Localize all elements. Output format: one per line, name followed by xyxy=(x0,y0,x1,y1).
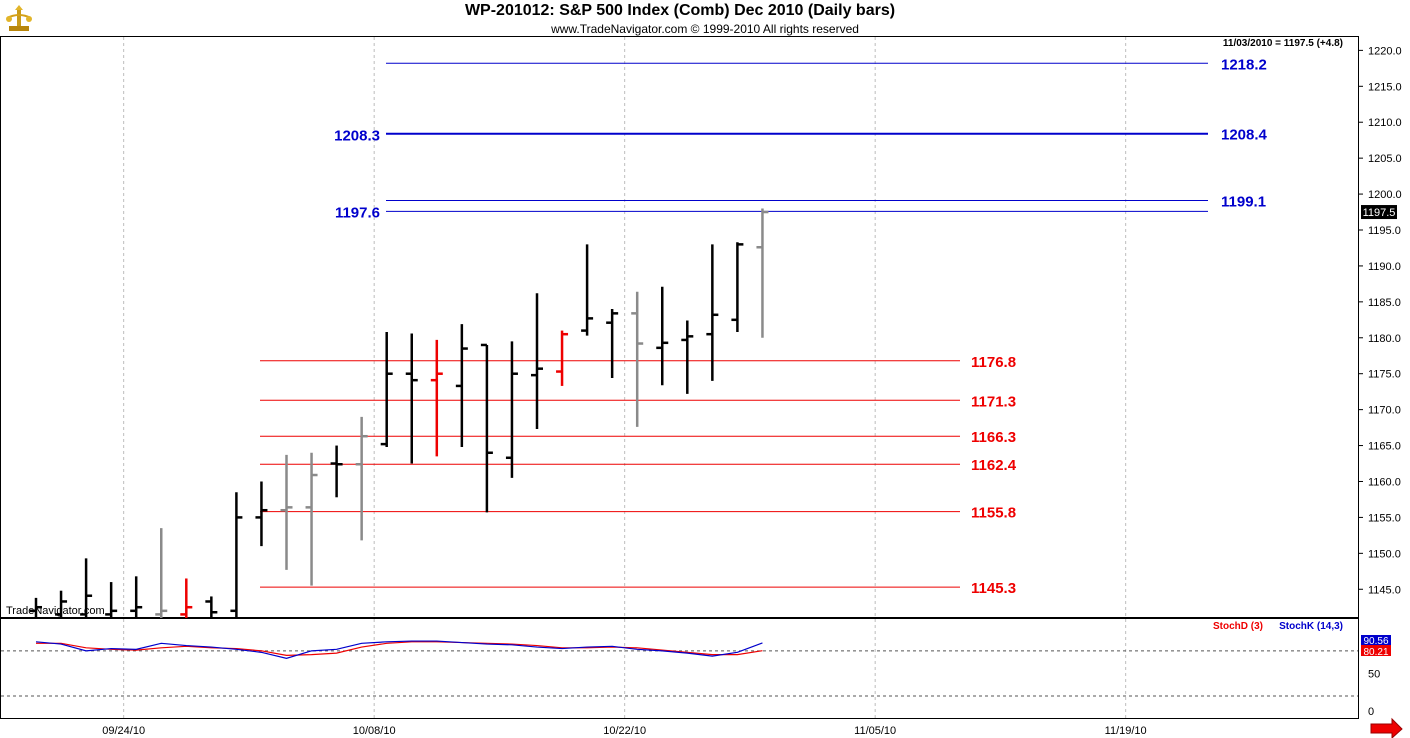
x-tick-label: 11/05/10 xyxy=(854,725,896,737)
stoch-y-tick-label: 0 xyxy=(1368,706,1374,718)
x-tick-label: 11/19/10 xyxy=(1105,725,1147,737)
ohlc-bar xyxy=(756,208,769,338)
blue-level-label: 1208.4 xyxy=(1221,127,1268,144)
red-level-label: 1162.4 xyxy=(971,457,1017,474)
ohlc-bar xyxy=(205,596,218,618)
price-panel-frame xyxy=(0,36,1359,618)
ohlc-bar xyxy=(55,590,68,618)
blue-level-label: 1218.2 xyxy=(1221,56,1267,73)
ohlc-bar xyxy=(430,339,443,457)
y-tick-label: 1220.0 xyxy=(1368,45,1402,57)
scroll-right-arrow-icon[interactable] xyxy=(1370,717,1403,738)
ohlc-bar xyxy=(255,481,268,547)
red-level-label: 1155.8 xyxy=(971,505,1016,522)
last-price-box xyxy=(1361,205,1397,220)
stoch-k-legend: StochK (14,3) xyxy=(1279,621,1343,632)
ohlc-bar xyxy=(531,293,543,430)
stoch-k-value-box xyxy=(1361,635,1391,645)
ohlc-bar xyxy=(631,291,644,427)
red-level-label: 1145.3 xyxy=(971,580,1016,597)
watermark: TradeNavigator.com xyxy=(6,605,105,617)
ohlc-bar xyxy=(280,454,293,570)
stoch-k-value: 90.56 xyxy=(1363,636,1388,647)
x-tick-label: 10/08/10 xyxy=(353,725,396,737)
red-level-label: 1171.3 xyxy=(971,393,1016,410)
blue-level-label: 1197.6 xyxy=(335,204,380,221)
ohlc-bar xyxy=(505,341,518,478)
y-tick-label: 1145.0 xyxy=(1368,584,1401,596)
stoch-d-legend: StochD (3) xyxy=(1213,621,1263,632)
stoch-d-value: 80.21 xyxy=(1363,647,1388,658)
y-tick-label: 1160.0 xyxy=(1368,476,1401,488)
y-tick-label: 1205.0 xyxy=(1368,153,1402,165)
ohlc-bar xyxy=(155,528,168,618)
y-tick-label: 1165.0 xyxy=(1368,441,1401,453)
y-tick-label: 1210.0 xyxy=(1368,117,1402,129)
ohlc-bar xyxy=(80,558,93,618)
ohlc-bar xyxy=(656,286,669,386)
y-tick-label: 1180.0 xyxy=(1368,333,1401,345)
y-tick-label: 1170.0 xyxy=(1368,405,1401,417)
ohlc-bar xyxy=(30,597,42,618)
y-tick-label: 1215.0 xyxy=(1368,81,1402,93)
last-price-info: 11/03/2010 = 1197.5 (+4.8) xyxy=(1223,38,1343,49)
y-tick-label: 1195.0 xyxy=(1368,225,1401,237)
copyright-line: www.TradeNavigator.com © 1999-2010 All r… xyxy=(551,22,859,36)
ohlc-bar xyxy=(230,492,243,618)
red-level-label: 1166.3 xyxy=(971,429,1016,446)
ohlc-bar xyxy=(681,320,694,394)
ohlc-bar xyxy=(556,330,569,386)
y-tick-label: 1185.0 xyxy=(1368,297,1401,309)
y-tick-label: 1200.0 xyxy=(1368,189,1402,201)
ohlc-bar xyxy=(706,244,719,381)
chart-title: WP-201012: S&P 500 Index (Comb) Dec 2010… xyxy=(464,2,896,19)
stoch-panel-frame xyxy=(0,618,1359,719)
ohlc-bar xyxy=(380,332,393,447)
ohlc-bar xyxy=(480,343,493,513)
ohlc-bar xyxy=(130,576,143,618)
last-price-label: 1197.5 xyxy=(1363,207,1396,219)
ohlc-bar xyxy=(105,582,118,618)
ohlc-bar xyxy=(581,244,594,336)
y-tick-label: 1190.0 xyxy=(1368,261,1401,273)
ohlc-bar xyxy=(355,416,368,541)
red-level-label: 1176.8 xyxy=(971,354,1016,371)
stoch-d-value-box xyxy=(1361,645,1391,656)
ohlc-bar xyxy=(180,578,193,618)
blue-level-label: 1208.3 xyxy=(334,127,380,144)
ohlc-bar xyxy=(330,445,343,498)
y-tick-label: 1155.0 xyxy=(1368,512,1401,524)
blue-level-label: 1199.1 xyxy=(1221,194,1266,211)
stoch-k-line xyxy=(35,640,763,659)
stoch-y-tick-label: 50 xyxy=(1368,668,1380,680)
x-tick-label: 09/24/10 xyxy=(102,725,145,737)
ohlc-bar xyxy=(455,324,468,447)
ohlc-bar xyxy=(405,333,418,464)
stoch-d-line xyxy=(36,641,763,656)
y-tick-label: 1175.0 xyxy=(1368,369,1401,381)
ohlc-bar xyxy=(305,452,318,586)
trade-navigator-logo-icon[interactable] xyxy=(4,4,34,34)
y-tick-label: 1150.0 xyxy=(1368,548,1401,560)
x-tick-label: 10/22/10 xyxy=(603,725,646,737)
ohlc-bar xyxy=(731,242,744,333)
ohlc-bar xyxy=(606,309,619,379)
